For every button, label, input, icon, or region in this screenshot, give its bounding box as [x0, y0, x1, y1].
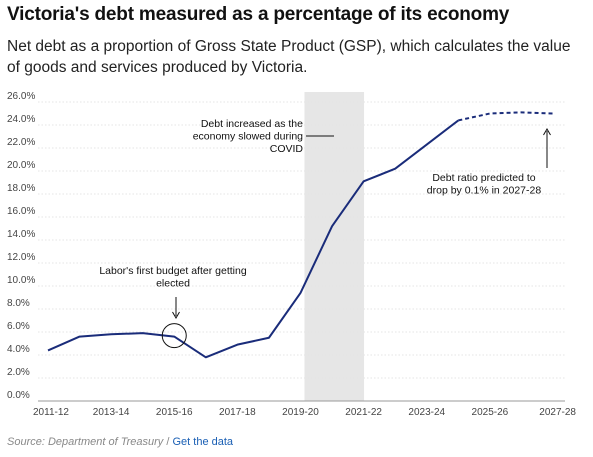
x-tick-label: 2017-18	[219, 407, 256, 418]
footer-separator: /	[163, 436, 173, 448]
y-tick-label: 6.0%	[7, 321, 30, 332]
y-tick-label: 22.0%	[7, 137, 35, 148]
annotation-covid-text: economy slowed during	[193, 131, 303, 143]
x-tick-label: 2019-20	[282, 407, 319, 418]
source-text: Source: Department of Treasury	[7, 436, 164, 448]
y-tick-label: 0.0%	[7, 390, 30, 401]
annotation-budget-arrowhead	[172, 311, 180, 319]
x-tick-label: 2015-16	[156, 407, 193, 418]
y-tick-label: 4.0%	[7, 344, 30, 355]
get-data-link[interactable]: Get the data	[172, 436, 234, 448]
annotation-budget-circle	[161, 323, 187, 349]
y-tick-label: 20.0%	[7, 160, 35, 171]
covid-shaded-region	[304, 92, 365, 401]
y-tick-label: 10.0%	[7, 275, 35, 286]
annotation-budget-text: elected	[156, 278, 190, 290]
annotation-covid-text: COVID	[270, 143, 304, 155]
chart-title: Victoria's debt measured as a percentage…	[7, 4, 510, 25]
x-tick-label: 2013-14	[93, 407, 130, 418]
series-line-actual	[47, 119, 459, 359]
x-tick-label: 2021-22	[345, 407, 382, 418]
x-tick-label: 2027-28	[539, 407, 576, 418]
y-tick-label: 16.0%	[7, 206, 35, 217]
chart-subtitle: Net debt as a proportion of Gross State …	[7, 38, 571, 76]
annotation-budget-text: Labor's first budget after getting	[99, 265, 247, 277]
annotation-projection-arrowhead	[543, 128, 551, 136]
x-tick-label: 2025-26	[472, 407, 509, 418]
annotation-projection-text: drop by 0.1% in 2027-28	[427, 185, 542, 197]
y-tick-label: 2.0%	[7, 367, 30, 378]
annotation-covid-text: Debt increased as the	[201, 118, 303, 130]
y-tick-label: 14.0%	[7, 229, 35, 240]
chart-footer: Source: Department of Treasury / Get the…	[7, 436, 233, 448]
line-chart: 0.0% 2.0% 4.0% 6.0% 8.0% 10.0% 12.0% 14.0% 16.0%…	[7, 91, 576, 418]
x-tick-label: 2011-12	[33, 407, 69, 418]
y-tick-label: 8.0%	[7, 298, 30, 309]
annotation-projection-text: Debt ratio predicted to	[432, 172, 535, 184]
y-tick-label: 26.0%	[7, 91, 35, 102]
y-tick-label: 18.0%	[7, 183, 35, 194]
y-tick-label: 12.0%	[7, 252, 35, 263]
y-tick-label: 24.0%	[7, 114, 35, 125]
x-tick-label: 2023-24	[408, 407, 445, 418]
series-line-projected	[458, 111, 554, 122]
